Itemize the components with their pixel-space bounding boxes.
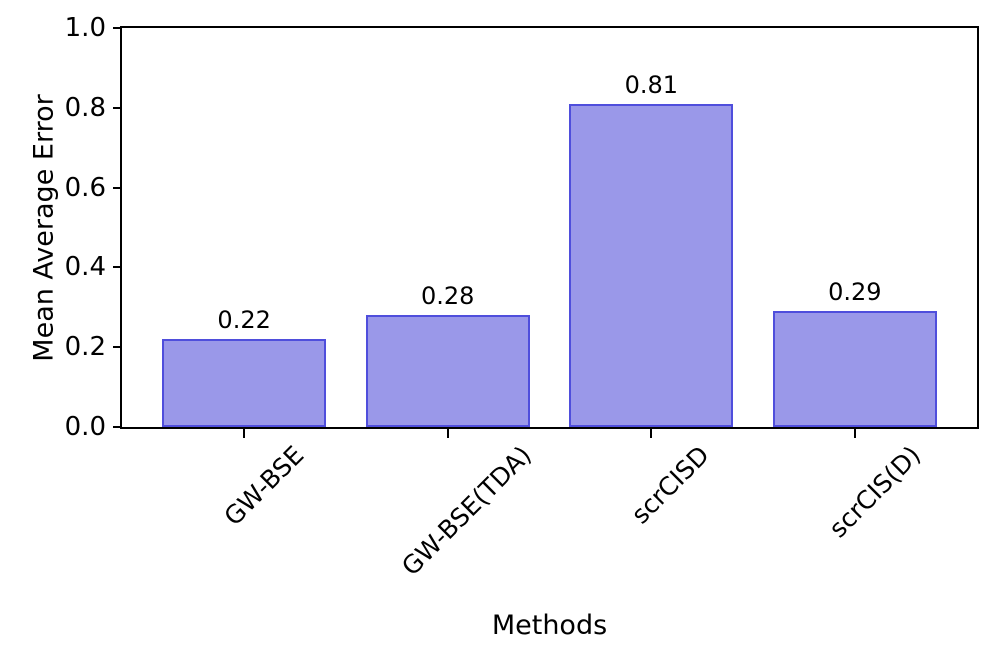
x-tick-label: GW-BSE(TDA) — [396, 440, 538, 582]
y-tick — [113, 186, 122, 189]
x-tick-label: scrCIS(D) — [823, 440, 926, 544]
bar-value-label: 0.81 — [624, 71, 678, 99]
x-tick-label: GW-BSE — [218, 440, 310, 532]
y-tick-label: 0.0 — [64, 412, 106, 442]
bar-value-label: 0.22 — [217, 306, 271, 334]
y-tick-label: 0.2 — [64, 332, 106, 363]
x-tick — [650, 429, 653, 438]
x-tick — [853, 429, 856, 438]
x-tick-label: scrCISD — [626, 440, 716, 530]
y-tick-label: 0.6 — [64, 172, 106, 203]
bar — [366, 315, 530, 427]
bar — [569, 104, 733, 427]
y-axis-title: Mean Average Error — [28, 93, 60, 362]
bar — [773, 311, 937, 427]
bar — [162, 339, 326, 427]
y-tick — [113, 266, 122, 269]
y-tick — [113, 426, 122, 428]
bar-value-label: 0.28 — [420, 282, 475, 310]
x-axis-title: Methods — [491, 610, 608, 641]
y-tick — [113, 346, 122, 349]
y-tick — [113, 106, 122, 109]
x-tick — [446, 429, 449, 438]
y-tick-label: 1.0 — [64, 13, 106, 43]
x-tick — [243, 429, 246, 438]
y-tick-label: 0.4 — [64, 252, 106, 283]
y-tick — [113, 27, 122, 29]
y-tick-label: 0.8 — [64, 92, 106, 123]
bar-value-label: 0.29 — [828, 278, 882, 306]
